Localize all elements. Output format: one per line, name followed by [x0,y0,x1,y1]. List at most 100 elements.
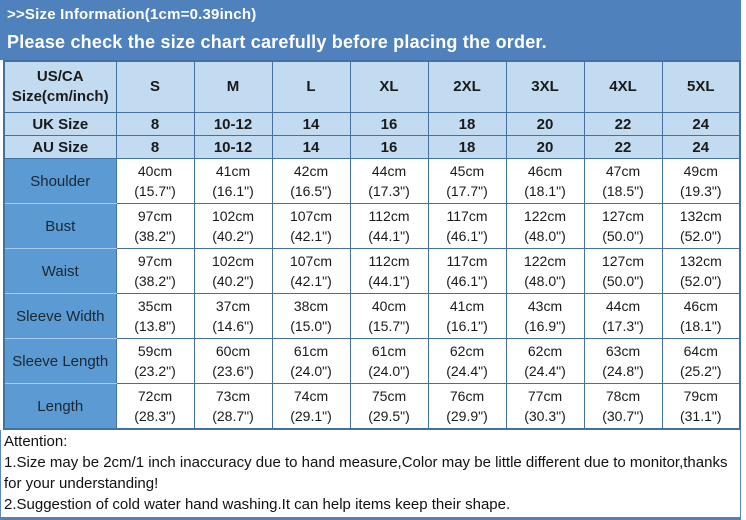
measurement-cell: 127cm (50.0") [583,203,663,249]
measurement-cell: 117cm (46.1") [427,203,507,249]
table-header-row: US/CA Size(cm/inch) S M L XL 2XL 3XL 4XL… [3,60,741,113]
measurement-cell: 61cm (24.0") [271,338,351,384]
attention-note-2: 2.Suggestion of cold water hand washing.… [4,496,511,513]
measurement-cell: 117cm (46.1") [427,248,507,294]
measurement-cell: 59cm (23.2") [115,338,195,384]
au-size-row: AU Size 8 10-12 14 16 18 20 22 24 [3,135,741,159]
measurement-cell: 45cm (17.7") [427,158,507,204]
measurement-cell: 112cm (44.1") [349,248,429,294]
uk-size-value: 14 [271,112,351,136]
measurement-cell: 63cm (24.8") [583,338,663,384]
page-title: >>Size Information(1cm=0.39inch) [7,6,257,23]
measurement-row-label: Sleeve Length [3,338,117,384]
measurement-cell: 112cm (44.1") [349,203,429,249]
measurement-cell: 41cm (16.1") [193,158,273,204]
measurement-cell: 44cm (17.3") [583,293,663,339]
measurement-cell: 77cm (30.3") [505,383,585,430]
measurement-row-label: Length [3,383,117,430]
measurement-cell: 46cm (18.1") [505,158,585,204]
measurement-row-sleeve-length: Sleeve Length 59cm (23.2") 60cm (23.6") 61… [3,338,741,384]
measurement-cell: 122cm (48.0") [505,203,585,249]
au-size-value: 24 [661,135,741,159]
measurement-row-shoulder: Shoulder 40cm (15.7") 41cm (16.1") 42cm (16… [3,158,741,204]
size-chart-table: US/CA Size(cm/inch) S M L XL 2XL 3XL 4XL… [3,60,741,430]
measurement-cell: 43cm (16.9") [505,293,585,339]
measurement-cell: 127cm (50.0") [583,248,663,294]
measurement-cell: 78cm (30.7") [583,383,663,430]
measurement-row-label: Sleeve Width [3,293,117,339]
size-col-header-3xl: 3XL [505,60,585,113]
measurement-cell: 35cm (13.8") [115,293,195,339]
au-size-value: 16 [349,135,429,159]
measurement-cell: 102cm (40.2") [193,248,273,294]
uk-size-value: 10-12 [193,112,273,136]
measurement-cell: 97cm (38.2") [115,203,195,249]
attention-note-1: 1.Size may be 2cm/1 inch inaccuracy due … [4,454,728,492]
measurement-cell: 40cm (15.7") [115,158,195,204]
size-col-header-s: S [115,60,195,113]
measurement-cell: 132cm (52.0") [661,203,741,249]
header-banner: >>Size Information(1cm=0.39inch) Please … [0,0,741,60]
measurement-cell: 107cm (42.1") [271,203,351,249]
measurement-cell: 76cm (29.9") [427,383,507,430]
au-size-row-label: AU Size [3,135,117,159]
measurement-row-bust: Bust 97cm (38.2") 102cm (40.2") 107cm (42.1… [3,203,741,249]
measurement-cell: 102cm (40.2") [193,203,273,249]
measurement-cell: 46cm (18.1") [661,293,741,339]
measurement-cell: 62cm (24.4") [505,338,585,384]
measurement-cell: 38cm (15.0") [271,293,351,339]
uk-size-value: 24 [661,112,741,136]
size-col-header-4xl: 4XL [583,60,663,113]
measurement-cell: 40cm (15.7") [349,293,429,339]
au-size-value: 20 [505,135,585,159]
measurement-cell: 107cm (42.1") [271,248,351,294]
uk-size-value: 18 [427,112,507,136]
measurement-cell: 64cm (25.2") [661,338,741,384]
corner-header-line2: Size(cm/inch) [11,88,109,105]
measurement-cell: 62cm (24.4") [427,338,507,384]
measurement-cell: 49cm (19.3") [661,158,741,204]
measurement-cell: 60cm (23.6") [193,338,273,384]
measurement-row-waist: Waist 97cm (38.2") 102cm (40.2") 107cm (42.… [3,248,741,294]
uk-size-value: 20 [505,112,585,136]
au-size-value: 8 [115,135,195,159]
uk-size-value: 22 [583,112,663,136]
au-size-value: 18 [427,135,507,159]
corner-header-line1: US/CA [36,67,84,85]
measurement-cell: 79cm (31.1") [661,383,741,430]
attention-title: Attention: [4,433,68,450]
measurement-cell: 122cm (48.0") [505,248,585,294]
measurement-row-length: Length 72cm (28.3") 73cm (28.7") 74cm (29.1… [3,383,741,430]
au-size-value: 22 [583,135,663,159]
size-col-header-xl: XL [349,60,429,113]
measurement-row-sleeve-width: Sleeve Width 35cm (13.8") 37cm (14.6") 38c… [3,293,741,339]
measurement-cell: 97cm (38.2") [115,248,195,294]
size-col-header-2xl: 2XL [427,60,507,113]
measurement-cell: 37cm (14.6") [193,293,273,339]
measurement-cell: 73cm (28.7") [193,383,273,430]
measurement-cell: 132cm (52.0") [661,248,741,294]
measurement-cell: 44cm (17.3") [349,158,429,204]
measurement-row-label: Bust [3,203,117,249]
au-size-value: 10-12 [193,135,273,159]
au-size-value: 14 [271,135,351,159]
uk-size-row: UK Size 8 10-12 14 16 18 20 22 24 [3,112,741,136]
measurement-cell: 75cm (29.5") [349,383,429,430]
attention-box: Attention: 1.Size may be 2cm/1 inch inac… [0,430,741,520]
measurement-row-label: Waist [3,248,117,294]
measurement-cell: 47cm (18.5") [583,158,663,204]
measurement-cell: 72cm (28.3") [115,383,195,430]
measurement-cell: 42cm (16.5") [271,158,351,204]
measurement-row-label: Shoulder [3,158,117,204]
uk-size-value: 16 [349,112,429,136]
size-col-header-m: M [193,60,273,113]
size-col-header-5xl: 5XL [661,60,741,113]
corner-header: US/CA Size(cm/inch) [3,60,117,113]
measurement-cell: 41cm (16.1") [427,293,507,339]
uk-size-value: 8 [115,112,195,136]
measurement-cell: 74cm (29.1") [271,383,351,430]
size-col-header-l: L [271,60,351,113]
page-subtitle: Please check the size chart carefully be… [7,32,547,52]
measurement-cell: 61cm (24.0") [349,338,429,384]
